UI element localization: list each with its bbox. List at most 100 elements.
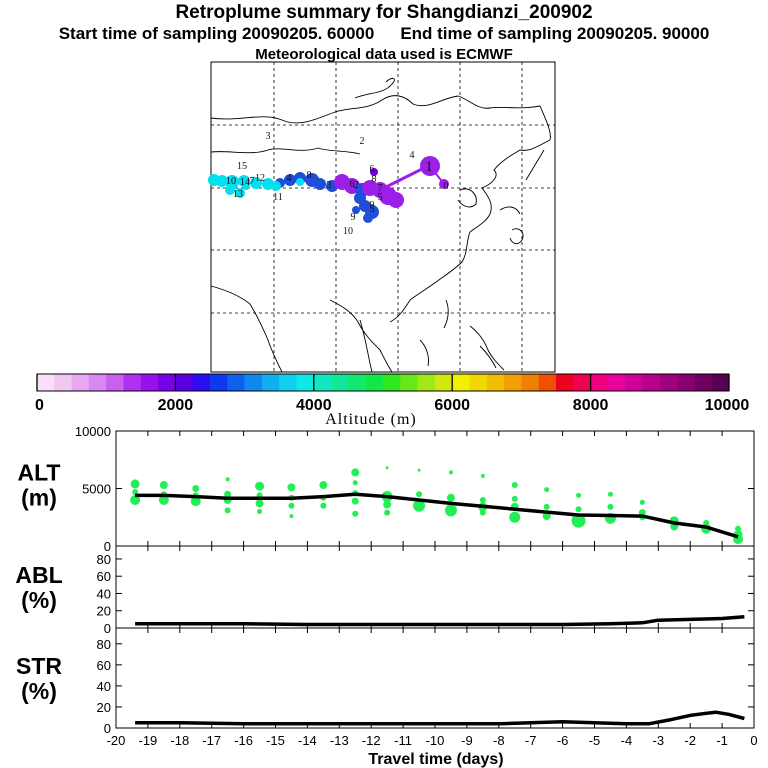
x-tick-label: -17 <box>202 733 221 748</box>
x-tick-label: -9 <box>461 733 473 748</box>
altitude-dot <box>225 477 230 482</box>
colorbar-swatch <box>434 374 453 391</box>
series-line <box>135 615 745 627</box>
colorbar-swatch <box>486 374 505 391</box>
x-tick-label: -4 <box>621 733 633 748</box>
x-tick-label: -8 <box>493 733 505 748</box>
altitude-dot <box>417 468 421 472</box>
plume-label: 2 <box>360 136 365 147</box>
altitude-dot <box>607 491 613 497</box>
map-islands <box>469 325 505 371</box>
colorbar-swatch <box>348 374 366 391</box>
plume-blob <box>420 156 440 176</box>
x-tick-label: -7 <box>525 733 537 748</box>
colorbar-swatch <box>573 374 591 391</box>
colorbar-swatch <box>37 374 55 391</box>
y-axis-label: (%) <box>21 678 57 704</box>
y-tick-label: 20 <box>97 700 111 715</box>
x-axis: -20 -19 -18 -17 -16 -15 -14 -13 -12 -11 -10 -9 -8 -7-… <box>107 733 758 768</box>
x-tick-label: -10 <box>426 733 445 748</box>
altitude-colorbar: 0 2000 4000 6000 8000 10000 Altitude (m) <box>35 373 749 428</box>
plume-blob <box>242 182 250 190</box>
y-tick-label: 60 <box>97 658 111 673</box>
panel-frame <box>115 430 755 547</box>
plume-blob <box>216 175 228 187</box>
map-coastline <box>329 299 393 373</box>
x-tick-label: -18 <box>170 733 189 748</box>
altitude-dot <box>448 470 453 475</box>
x-tick-label: -19 <box>139 733 158 748</box>
altitude-dot <box>479 509 486 516</box>
altitude-dot <box>575 506 582 513</box>
x-tick-label: -2 <box>684 733 696 748</box>
series-line <box>135 492 739 539</box>
colorbar-swatch <box>711 374 730 391</box>
map-coastlines <box>210 77 551 373</box>
plume-blob <box>235 188 245 198</box>
colorbar-swatch <box>313 374 332 391</box>
plume-track-line <box>383 164 429 190</box>
plume-blob <box>363 213 373 223</box>
y-axis-label: ABL <box>15 562 62 588</box>
x-tick-label: -16 <box>234 733 253 748</box>
colorbar-swatch <box>469 374 488 391</box>
colorbar-swatch <box>504 374 522 391</box>
panel-str: 0 20 40 60 80 STR(%) <box>16 627 755 736</box>
end-time-label: End time of sampling 20090205. 90000 <box>400 24 710 43</box>
y-tick-label: 0 <box>104 721 111 736</box>
altitude-dot <box>257 509 263 514</box>
colorbar-swatch <box>140 374 159 391</box>
altitude-dot <box>192 485 200 492</box>
altitude-dot <box>446 493 455 502</box>
x-tick-label: -15 <box>266 733 285 748</box>
y-tick-label: 60 <box>97 569 111 584</box>
x-tick-label: -6 <box>557 733 569 748</box>
colorbar-swatch <box>331 374 349 391</box>
colorbar-swatch <box>261 374 280 391</box>
x-tick-label: -20 <box>107 733 126 748</box>
panel-abl: 0 20 40 60 80 ABL(%) <box>15 545 755 636</box>
altitude-dot <box>480 473 485 478</box>
altitude-dot <box>511 495 518 502</box>
altitude-dot <box>543 503 550 510</box>
y-axis-label: ALT <box>17 460 60 486</box>
y-tick-label: 40 <box>97 679 111 694</box>
colorbar-swatch <box>694 374 712 391</box>
plume-label: 6 <box>370 164 375 175</box>
altitude-dot <box>224 490 232 498</box>
plume-label: 15 <box>237 161 247 172</box>
colorbar-swatch <box>452 374 470 391</box>
colorbar-swatch <box>244 374 263 391</box>
y-axis-label: STR <box>16 653 62 679</box>
map-border <box>210 95 551 189</box>
plume-label: 2 <box>354 180 359 191</box>
y-tick-label: 5000 <box>82 482 111 497</box>
altitude-dot <box>190 496 201 507</box>
altitude-dot <box>132 488 139 495</box>
colorbar-tick-label: 0 <box>35 397 44 414</box>
colorbar-tick-label: 8000 <box>573 397 609 414</box>
colorbar-swatch <box>210 374 228 391</box>
x-tick-label: -11 <box>394 733 412 748</box>
altitude-dot <box>413 499 426 512</box>
altitude-dot <box>571 513 586 528</box>
colorbar-swatch <box>521 374 539 391</box>
colorbar-swatch <box>106 374 124 391</box>
start-time-label: Start time of sampling 20090205. 60000 <box>58 24 375 43</box>
panel-frame <box>115 545 755 629</box>
altitude-dot <box>158 495 169 505</box>
altitude-dot <box>320 502 327 509</box>
plume-blob <box>225 185 235 195</box>
plume-blob <box>296 178 304 186</box>
altitude-dot <box>576 492 582 498</box>
colorbar-swatch <box>71 374 90 391</box>
colorbar-swatch <box>227 374 245 391</box>
altitude-dot <box>255 481 265 491</box>
altitude-dot <box>255 499 264 508</box>
plume-blob <box>439 179 449 189</box>
altitude-dot <box>319 481 328 490</box>
panel-alt: 0 5000 10000 ALT(m) <box>17 424 755 554</box>
altitude-dot <box>224 507 231 514</box>
